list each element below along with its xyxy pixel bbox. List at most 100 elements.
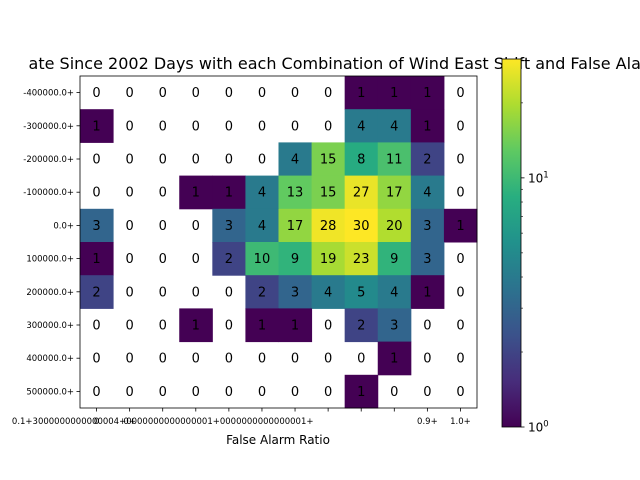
cell-value-label: 0: [159, 285, 167, 300]
cell-value-label: 0: [125, 219, 133, 234]
cell-value-label: 10: [254, 252, 271, 267]
cell-value-label: 3: [423, 219, 431, 234]
cell-value-label: 0: [159, 319, 167, 334]
heatmap-cell: [278, 242, 313, 276]
cell-value-label: 1: [192, 186, 200, 201]
heatmap-cell: [377, 175, 412, 210]
heatmap-cell: [377, 308, 412, 343]
cell-value-label: 19: [320, 252, 337, 267]
cell-value-label: 0: [159, 186, 167, 201]
cell-value-label: 0: [92, 352, 100, 367]
cell-value-label: 0: [225, 86, 233, 101]
cell-value-label: 0: [159, 119, 167, 134]
cell-value-label: 9: [291, 252, 299, 267]
chart-title: ate Since 2002 Days with each Combinatio…: [29, 54, 640, 73]
cell-value-label: 1: [291, 319, 299, 334]
heatmap-cell: [410, 109, 445, 143]
cell-value-label: 1: [192, 319, 200, 334]
cell-value-label: 9: [390, 252, 398, 267]
heatmap-cell: [377, 275, 412, 309]
heatmap-cell: [80, 208, 114, 243]
heatmap-cell: [344, 308, 379, 343]
cell-value-labels: 0 0 0 0 0 0 0 0 1 1 1 01 0 0 0 0 0 0 0 4 4 1 00 0 0 0 0 0 4 15 8 11 2 00 0…: [92, 86, 464, 400]
heatmap-cell: [311, 208, 346, 243]
cell-value-label: 2: [357, 319, 365, 334]
cell-value-label: 2: [92, 285, 100, 300]
x-axis-ticks: 0 0+0.1+3000000000000004+0000000000000001…: [12, 408, 471, 427]
cell-value-label: 0: [125, 186, 133, 201]
cell-value-label: 1: [258, 319, 266, 334]
cell-value-label: 0: [159, 252, 167, 267]
cell-value-label: 0: [125, 385, 133, 400]
heatmap-cell: [80, 275, 114, 309]
heatmap-cells: [80, 76, 478, 409]
cell-value-label: 1: [423, 285, 431, 300]
cell-value-label: 1: [357, 86, 365, 101]
heatmap-cell: [443, 208, 478, 243]
cell-value-label: 0: [291, 385, 299, 400]
y-tick-label: 0.0+: [53, 221, 74, 231]
cell-value-label: 0: [258, 352, 266, 367]
cell-value-label: 5: [357, 285, 365, 300]
cell-value-label: 8: [357, 153, 365, 168]
cell-value-label: 0: [456, 285, 464, 300]
cell-value-label: 4: [291, 153, 299, 168]
cell-value-label: 0: [159, 352, 167, 367]
cell-value-label: 0: [125, 252, 133, 267]
cell-value-label: 4: [258, 186, 266, 201]
cell-value-label: 0: [192, 219, 200, 234]
cell-value-label: 1: [92, 119, 100, 134]
cell-value-label: 0: [456, 153, 464, 168]
x-tick-label: 0+: [123, 417, 136, 427]
heatmap-cell: [179, 308, 213, 343]
cell-value-label: 0: [225, 385, 233, 400]
cell-value-label: 3: [390, 319, 398, 334]
cell-value-label: 17: [386, 186, 403, 201]
plot-frame: [79, 75, 478, 409]
cell-value-label: 1: [357, 385, 365, 400]
cell-value-label: 0: [225, 153, 233, 168]
cell-value-label: 3: [423, 252, 431, 267]
cell-value-label: 0: [192, 252, 200, 267]
heatmap-cell: [278, 308, 313, 343]
x-tick-label: 0.9+: [417, 417, 438, 427]
cell-value-label: 0: [192, 86, 200, 101]
cell-value-label: 2: [225, 252, 233, 267]
cell-value-label: 4: [324, 285, 332, 300]
cell-value-label: 0: [456, 319, 464, 334]
cell-value-label: 1: [225, 186, 233, 201]
cell-value-label: 0: [92, 319, 100, 334]
y-axis-ticks: -400000.0+ -300000.0+ -200000.0+ -100000.0+…: [23, 89, 80, 397]
heatmap-cell: [344, 275, 379, 309]
cell-value-label: 3: [225, 219, 233, 234]
cell-value-label: 1: [423, 119, 431, 134]
cell-value-label: 4: [390, 285, 398, 300]
y-tick-label: 300000.0+: [26, 321, 74, 331]
heatmap-cell: [278, 208, 313, 243]
cell-value-label: 0: [225, 119, 233, 134]
heatmap-cell: [311, 242, 346, 276]
cell-value-label: 2: [258, 285, 266, 300]
cell-value-label: 0: [456, 252, 464, 267]
cell-value-label: 0: [291, 119, 299, 134]
cell-value-label: 0: [125, 285, 133, 300]
heatmap-cell: [410, 275, 445, 309]
cell-value-label: 17: [287, 219, 304, 234]
y-tick-label: 100000.0+: [26, 255, 74, 265]
heatmap-cell: [410, 142, 445, 177]
cell-value-label: 4: [258, 219, 266, 234]
cell-value-label: 0: [225, 285, 233, 300]
heatmap-cell: [377, 242, 412, 276]
y-tick-label: 500000.0+: [26, 387, 74, 397]
heatmap-cell: [245, 308, 279, 343]
cell-value-label: 0: [159, 219, 167, 234]
cell-value-label: 30: [353, 219, 370, 234]
cell-value-label: 0: [324, 385, 332, 400]
heatmap-cell: [278, 142, 313, 177]
heatmap-cell: [278, 175, 313, 210]
cell-value-label: 0: [324, 86, 332, 101]
cell-value-label: 0: [456, 119, 464, 134]
heatmap-cell: [344, 374, 379, 409]
cell-value-label: 0: [192, 352, 200, 367]
